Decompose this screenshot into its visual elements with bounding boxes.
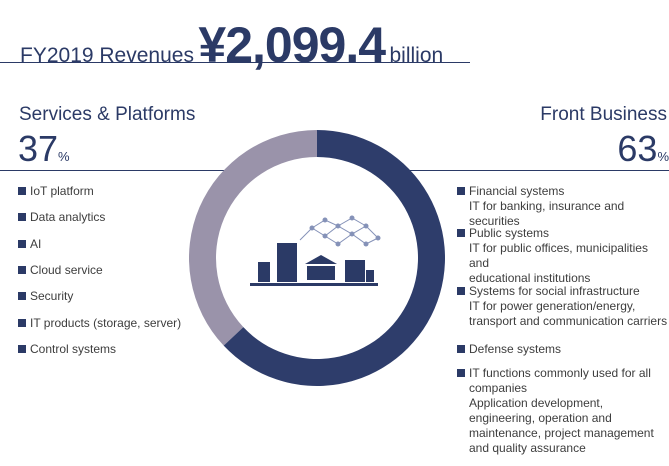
left-rule (0, 170, 235, 171)
bullet (457, 287, 465, 295)
bullet (18, 318, 26, 327)
item-line: maintenance, project management (469, 426, 654, 440)
right-unit: % (657, 149, 669, 164)
item-line: IT for power generation/energy, (469, 299, 636, 313)
item-line: Defense systems (469, 342, 562, 356)
bullet (457, 345, 465, 353)
left-list-item: IoT platform (18, 184, 94, 199)
item-text: Data analytics (30, 210, 106, 225)
left-list-item: IT products (storage, server) (18, 315, 182, 331)
bullet (18, 239, 26, 248)
item-line: Systems for social infrastructure (469, 284, 640, 298)
right-title: Front Business (540, 104, 667, 125)
bullet (457, 369, 465, 377)
item-line: educational institutions (469, 271, 591, 285)
header-rule (0, 62, 470, 63)
center-icon (250, 215, 381, 286)
item-line: Financial systems (469, 184, 565, 198)
item-text: Control systems (30, 341, 117, 356)
left-list-item: Cloud service (18, 262, 103, 278)
bullet (18, 187, 26, 195)
right-list-item: Financial systems IT for banking, insuran… (457, 184, 669, 229)
donut-slice (188, 130, 317, 346)
bullet (457, 187, 465, 195)
left-unit: % (58, 149, 70, 164)
right-share: 63% (617, 128, 669, 170)
donut-slice (223, 130, 445, 386)
item-line: Application development, (469, 396, 604, 410)
item-text: IoT platform (30, 184, 94, 198)
bullet (18, 292, 26, 301)
header: FY2019 Revenues ¥2,099.4 billion (20, 16, 443, 74)
item-line: engineering, operation and (469, 411, 612, 425)
right-value: 63 (617, 128, 658, 169)
right-list-item: IT functions commonly used for all compan… (457, 366, 654, 456)
right-rule (392, 170, 669, 171)
bullet (18, 344, 26, 353)
right-list-item: Defense systems (457, 342, 562, 357)
left-share: 37% (18, 128, 70, 170)
item-text: AI (30, 236, 42, 251)
right-list-item: Public systems IT for public offices, mun… (457, 226, 669, 286)
item-text: Cloud service (30, 262, 103, 277)
bullet (18, 213, 26, 222)
header-label: FY2019 Revenues (20, 44, 194, 67)
left-list-item: Control systems (18, 341, 117, 357)
left-title: Services & Platforms (19, 104, 196, 125)
left-list-item: AI (18, 236, 42, 252)
left-list-item: Security (18, 289, 74, 304)
right-list-item: Systems for social infrastructure IT for … (457, 284, 668, 329)
item-line: IT functions commonly used for all (469, 366, 651, 380)
header-unit: billion (389, 44, 444, 67)
left-value: 37 (18, 128, 59, 169)
item-line: IT for public offices, municipalities an… (469, 241, 648, 270)
left-list-item: Data analytics (18, 210, 106, 225)
item-line: Public systems (469, 226, 550, 240)
item-line: companies (469, 381, 528, 395)
bullet (18, 265, 26, 274)
item-line: transport and communication carriers (469, 314, 668, 328)
bullet (457, 229, 465, 237)
item-line: and quality assurance (469, 441, 586, 455)
item-line: IT for banking, insurance and securities (469, 199, 625, 228)
item-text: Security (30, 289, 74, 304)
header-amount: ¥2,099.4 (198, 17, 386, 73)
item-text: IT products (storage, server) (30, 315, 182, 330)
